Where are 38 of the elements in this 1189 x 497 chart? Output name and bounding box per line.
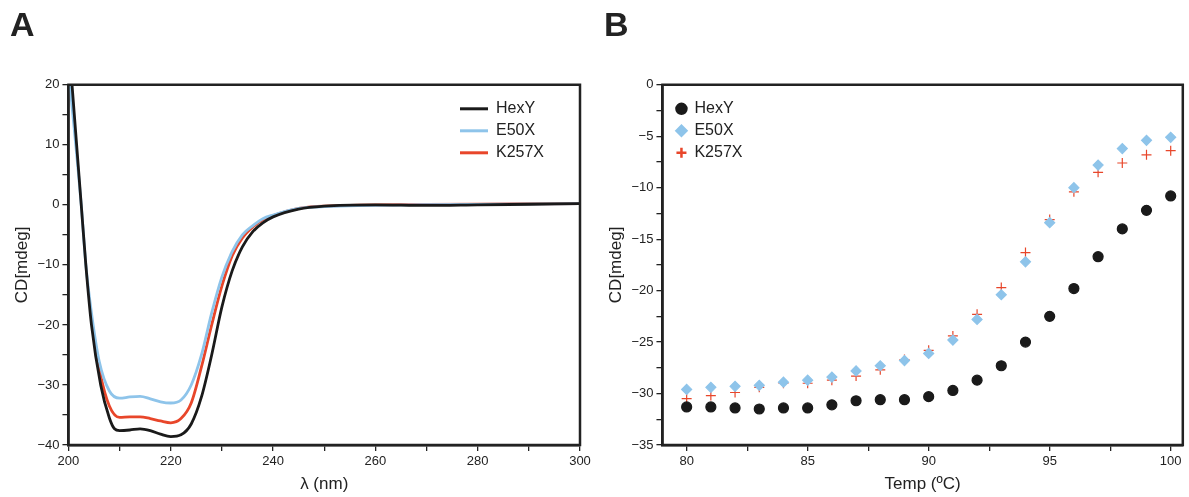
y-tick-label: −10 (37, 256, 60, 272)
legend-label: E50X (496, 121, 536, 139)
y-axis-title: CD[mdeg] (605, 226, 625, 304)
x-tick-label: 80 (679, 453, 694, 469)
y-tick-label: −35 (631, 436, 654, 452)
chart-title: A (10, 4, 35, 43)
x-axis-title: λ (nm) (300, 474, 349, 494)
y-tick-label: −20 (37, 316, 60, 332)
x-tick-label: 240 (262, 453, 284, 469)
y-tick-label: −10 (631, 179, 654, 195)
legend-label: HexY (496, 99, 536, 117)
x-tick-label: 90 (921, 453, 936, 469)
y-tick-label: 0 (52, 196, 60, 212)
x-tick-label: 300 (569, 453, 591, 469)
y-tick-label: −15 (631, 230, 654, 246)
y-tick-label: −30 (631, 385, 654, 401)
x-tick-label: 280 (466, 453, 489, 469)
legend-label: E50X (694, 121, 734, 139)
y-tick-label: 10 (44, 136, 60, 152)
y-tick-label: −40 (37, 436, 60, 452)
x-axis-title: Temp (ºC) (884, 474, 961, 494)
legend-label: K257X (694, 143, 743, 161)
legend-label: HexY (694, 99, 734, 117)
y-tick-label: −30 (37, 376, 60, 392)
y-tick-label: −20 (631, 282, 654, 298)
x-tick-label: 100 (1159, 453, 1182, 469)
y-tick-label: −25 (631, 333, 654, 349)
x-tick-label: 95 (1042, 453, 1057, 469)
x-tick-label: 85 (800, 453, 815, 469)
chart-title: B (604, 4, 629, 43)
x-tick-label: 220 (159, 453, 182, 469)
y-tick-label: 0 (646, 76, 654, 92)
y-tick-label: 20 (44, 76, 60, 92)
y-tick-label: −5 (638, 127, 654, 143)
x-tick-label: 200 (57, 453, 80, 469)
x-tick-label: 260 (364, 453, 387, 469)
y-axis-title: CD[mdeg] (11, 226, 31, 304)
legend-label: K257X (496, 143, 545, 161)
